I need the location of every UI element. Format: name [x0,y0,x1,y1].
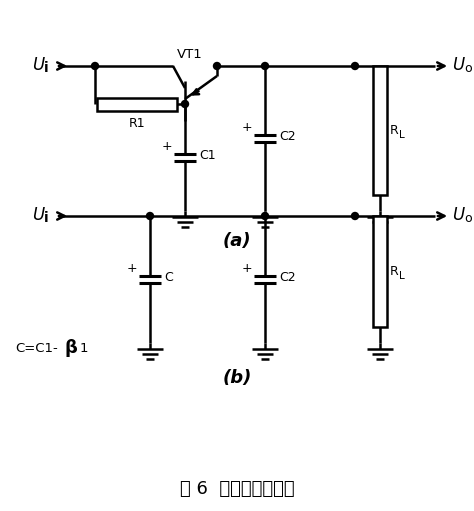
Text: +: + [127,262,137,275]
Circle shape [213,62,220,69]
Circle shape [262,62,268,69]
Text: 1: 1 [80,341,89,355]
Text: o: o [464,61,472,75]
Text: L: L [399,270,405,281]
Text: +: + [162,140,173,153]
Text: C=C1-: C=C1- [15,341,58,355]
Circle shape [352,62,358,69]
Bar [373,216,387,327]
Text: i: i [44,211,49,225]
Text: (b): (b) [222,369,252,387]
Text: R: R [390,124,399,137]
Text: U: U [452,206,464,224]
Text: β: β [65,339,78,357]
Text: U: U [32,206,44,224]
Circle shape [91,62,99,69]
Text: 图 6  电子滤波器电路: 图 6 电子滤波器电路 [180,480,294,498]
Circle shape [182,101,189,107]
Text: VT1: VT1 [177,48,203,61]
Text: C1: C1 [199,149,216,162]
Text: U: U [452,56,464,74]
Text: i: i [44,61,49,75]
Circle shape [262,213,268,220]
Circle shape [146,213,154,220]
Text: +: + [242,262,252,275]
Circle shape [352,213,358,220]
Text: R: R [390,265,399,278]
Text: +: + [242,121,252,134]
Bar [97,98,177,110]
Text: (a): (a) [223,232,251,250]
Text: C2: C2 [279,130,296,143]
Text: C2: C2 [279,271,296,284]
Text: o: o [464,212,472,224]
Bar [373,66,387,195]
Text: U: U [32,56,44,74]
Text: L: L [399,129,405,140]
Text: R1: R1 [128,117,146,130]
Text: C: C [164,271,173,284]
